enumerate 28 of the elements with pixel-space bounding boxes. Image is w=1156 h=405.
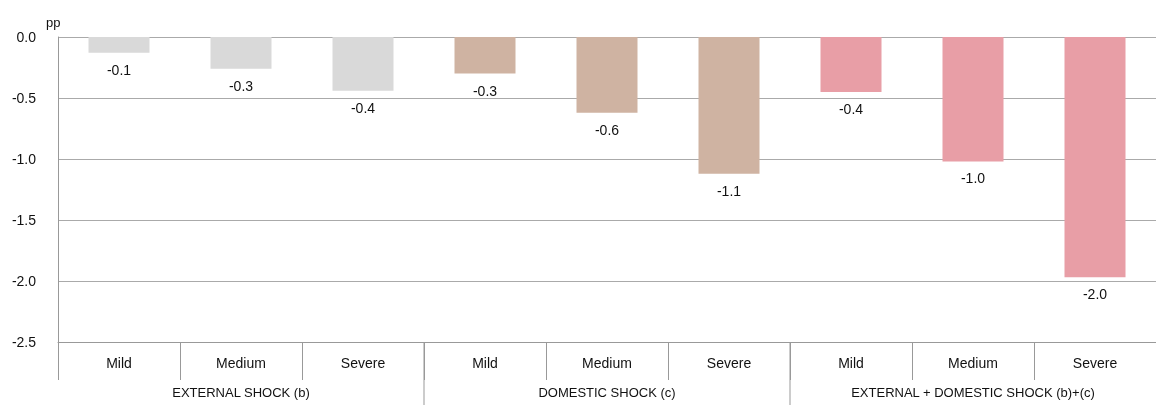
y-tick-label: -2.5 <box>11 334 37 350</box>
data-label: -0.4 <box>350 99 376 116</box>
x-tick-label: Mild <box>106 355 132 371</box>
y-tick-label: -0.5 <box>11 90 37 106</box>
y-tick-label: -1.0 <box>11 151 37 167</box>
x-tick-label: Medium <box>948 355 998 371</box>
text: EXTERNAL SHOCK (b) <box>172 385 310 400</box>
data-label: -0.4 <box>838 100 864 117</box>
data-label: -2.0 <box>1082 286 1108 303</box>
x-tick-label: Medium <box>216 355 266 371</box>
x-tick-label: Severe <box>1072 355 1118 371</box>
text: EXTERNAL + DOMESTIC SHOCK (b)+(c) <box>851 385 1095 400</box>
data-label: -0.3 <box>228 77 254 94</box>
data-label: -0.6 <box>594 121 620 138</box>
y-tick-label: 0.0 <box>16 29 37 45</box>
data-label: -1.0 <box>960 170 986 187</box>
x-tick-label: Medium <box>582 355 632 371</box>
x-tick-label: Mild <box>838 355 864 371</box>
data-label: -0.3 <box>472 82 498 99</box>
x-tick-label: Severe <box>340 355 386 371</box>
text: DOMESTIC SHOCK (c) <box>538 385 676 400</box>
y-axis-title: pp <box>46 15 61 30</box>
x-tick-label: Severe <box>706 355 752 371</box>
y-tick-label: -1.5 <box>11 212 37 228</box>
data-label: -1.1 <box>716 182 742 199</box>
x-tick-label: Mild <box>472 355 498 371</box>
y-tick-label: -2.0 <box>11 273 37 289</box>
data-label: -0.1 <box>106 61 132 78</box>
